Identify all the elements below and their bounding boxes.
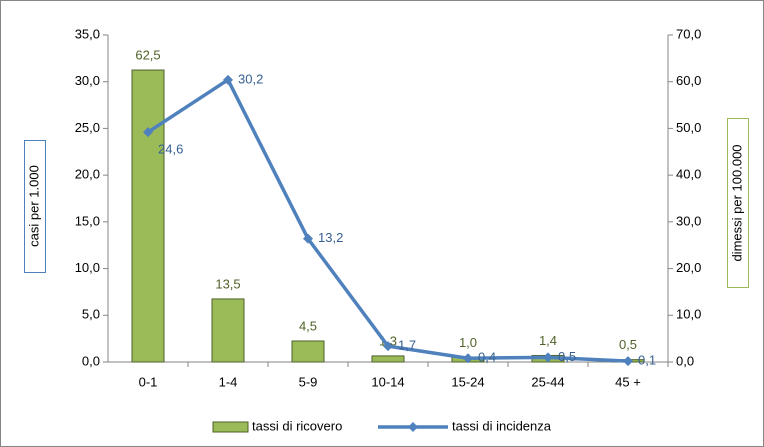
- bar-value-label: 62,5: [135, 47, 160, 62]
- legend-swatch: [212, 421, 249, 433]
- legend-label: tassi di incidenza: [452, 418, 552, 433]
- line-marker: [303, 233, 313, 244]
- bar: [211, 298, 245, 363]
- line-value-label: 0,5: [558, 349, 576, 364]
- bar-value-label: 0,5: [619, 337, 637, 352]
- line-marker: [223, 74, 233, 85]
- x-tick-label: 5-9: [299, 374, 318, 389]
- line-marker: [623, 356, 633, 367]
- line-value-label: 0,4: [478, 350, 496, 365]
- line-value-label: 24,6: [158, 142, 183, 157]
- bar-value-label: 13,5: [215, 276, 240, 291]
- bar: [371, 355, 405, 363]
- y-tick-label: 15,0: [75, 213, 100, 228]
- line-marker: [143, 127, 153, 138]
- y2-tick-label: 40,0: [676, 167, 701, 182]
- line-value-label: 1,7: [398, 338, 416, 353]
- legend-marker: [408, 422, 418, 432]
- y2-tick-label: 50,0: [676, 120, 701, 135]
- y2-axis-title-box: [727, 118, 749, 288]
- y-tick-label: 20,0: [75, 167, 100, 182]
- y2-tick-label: 10,0: [676, 307, 701, 322]
- bar-value-label: 1,4: [539, 333, 557, 348]
- line-marker: [463, 353, 473, 364]
- y2-tick-label: 70,0: [676, 26, 701, 41]
- y-tick-label: 5,0: [82, 307, 100, 322]
- y-axis-title-box: [24, 140, 46, 273]
- x-tick-label: 0-1: [139, 374, 158, 389]
- y-tick-label: 30,0: [75, 73, 100, 88]
- x-tick-label: 45 +: [615, 374, 641, 389]
- y2-tick-label: 0,0: [676, 353, 694, 368]
- x-tick-label: 25-44: [531, 374, 564, 389]
- bar-value-label: 1,0: [459, 335, 477, 350]
- x-tick-label: 15-24: [451, 374, 484, 389]
- y-tick-label: 0,0: [82, 353, 100, 368]
- y2-tick-label: 30,0: [676, 213, 701, 228]
- bar-value-label: 4,5: [299, 318, 317, 333]
- y-axis-title: casi per 1.000: [26, 165, 41, 247]
- y2-axis-title: dimessi per 100.000: [729, 144, 744, 261]
- line-marker: [543, 352, 553, 363]
- y-tick-label: 10,0: [75, 260, 100, 275]
- bar: [131, 69, 165, 363]
- legend-label: tassi di ricovero: [252, 418, 342, 433]
- line-value-label: 13,2: [318, 230, 343, 245]
- line-value-label: 0,1: [638, 353, 656, 368]
- y2-tick-label: 60,0: [676, 73, 701, 88]
- line-value-label: 30,2: [238, 71, 263, 86]
- y-tick-label: 35,0: [75, 26, 100, 41]
- bar: [291, 340, 325, 363]
- y2-tick-label: 20,0: [676, 260, 701, 275]
- bar-value-label: 1,3: [379, 333, 397, 348]
- line-marker: [383, 341, 393, 352]
- x-tick-label: 1-4: [219, 374, 238, 389]
- x-tick-label: 10-14: [371, 374, 404, 389]
- y-tick-label: 25,0: [75, 120, 100, 135]
